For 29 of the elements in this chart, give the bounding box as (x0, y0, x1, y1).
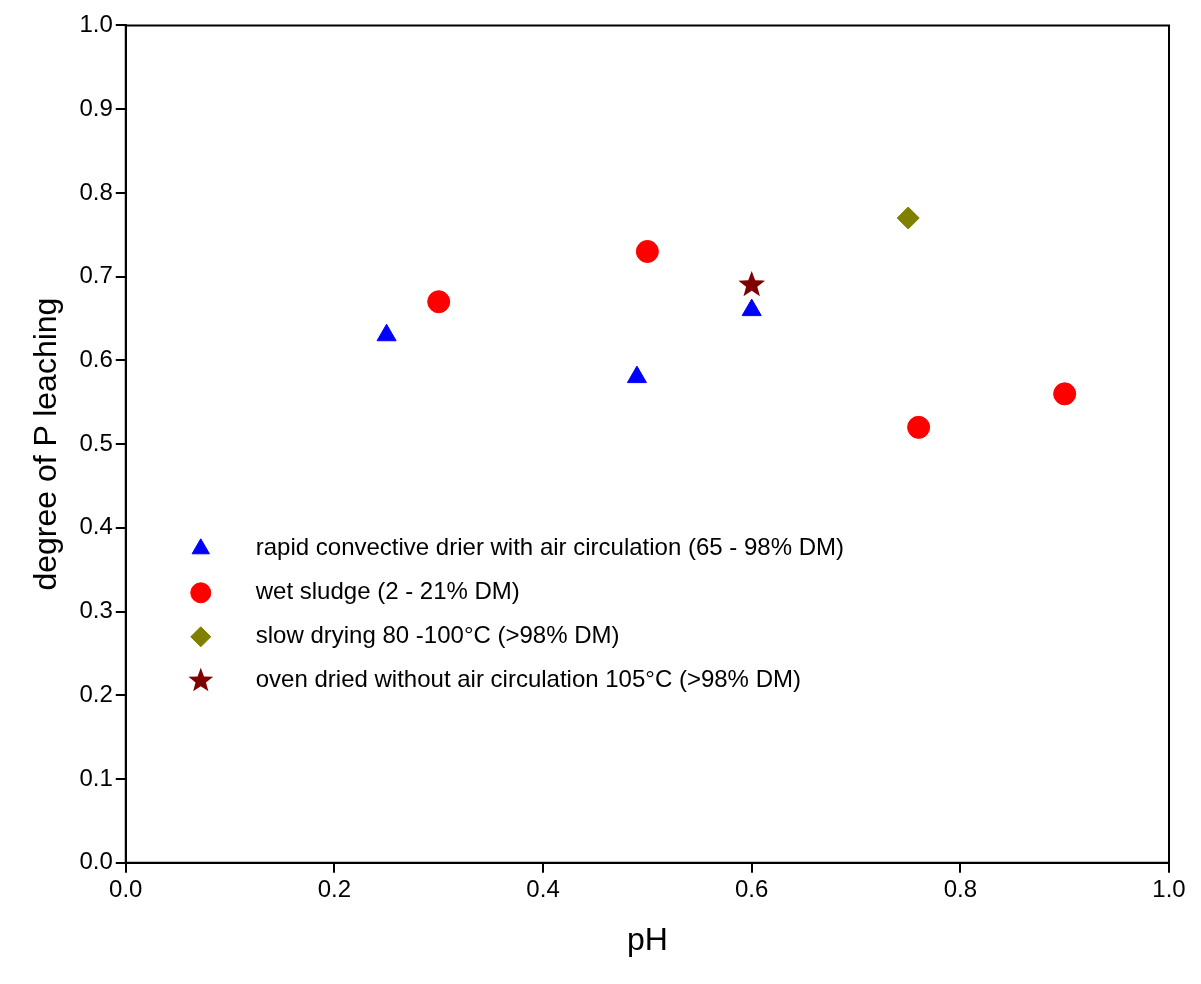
y-tick-label: 0.5 (79, 428, 113, 456)
legend-label: rapid convective drier with air circulation (65 - 98% DM) (255, 533, 844, 561)
x-tick-label: 1.0 (1152, 874, 1186, 902)
y-tick-label: 0.4 (79, 512, 113, 540)
point (427, 290, 451, 314)
y-tick-label: 0.2 (79, 679, 113, 707)
y-tick-label: 0.6 (79, 344, 113, 372)
point (896, 206, 920, 230)
point (738, 270, 766, 297)
x-tick-label: 0.4 (526, 874, 560, 902)
y-axis-title: degree of P leaching (27, 297, 64, 591)
point (1053, 382, 1077, 406)
y-tick-label: 0.3 (79, 596, 113, 624)
legend-label: slow drying 80 -100°C (>98% DM) (255, 621, 620, 649)
y-tick-label: 1.0 (79, 10, 113, 38)
point (907, 415, 931, 439)
y-tick-label: 0.7 (79, 261, 113, 289)
legend-label: wet sludge (2 - 21% DM) (254, 577, 520, 605)
x-tick-label: 0.0 (109, 874, 143, 902)
x-tick-label: 0.6 (735, 874, 769, 902)
point (635, 240, 659, 263)
legend-label: oven dried without air circulation 105°C (>98% DM) (255, 665, 801, 693)
y-tick-label: 0.9 (79, 93, 113, 121)
x-axis-title: pH (626, 920, 668, 957)
x-tick-label: 0.8 (943, 874, 978, 902)
y-tick-label: 0.8 (79, 177, 113, 205)
y-tick-label: 0.1 (79, 763, 113, 791)
x-tick-label: 0.2 (317, 874, 352, 902)
y-tick-label: 0.0 (79, 847, 113, 875)
